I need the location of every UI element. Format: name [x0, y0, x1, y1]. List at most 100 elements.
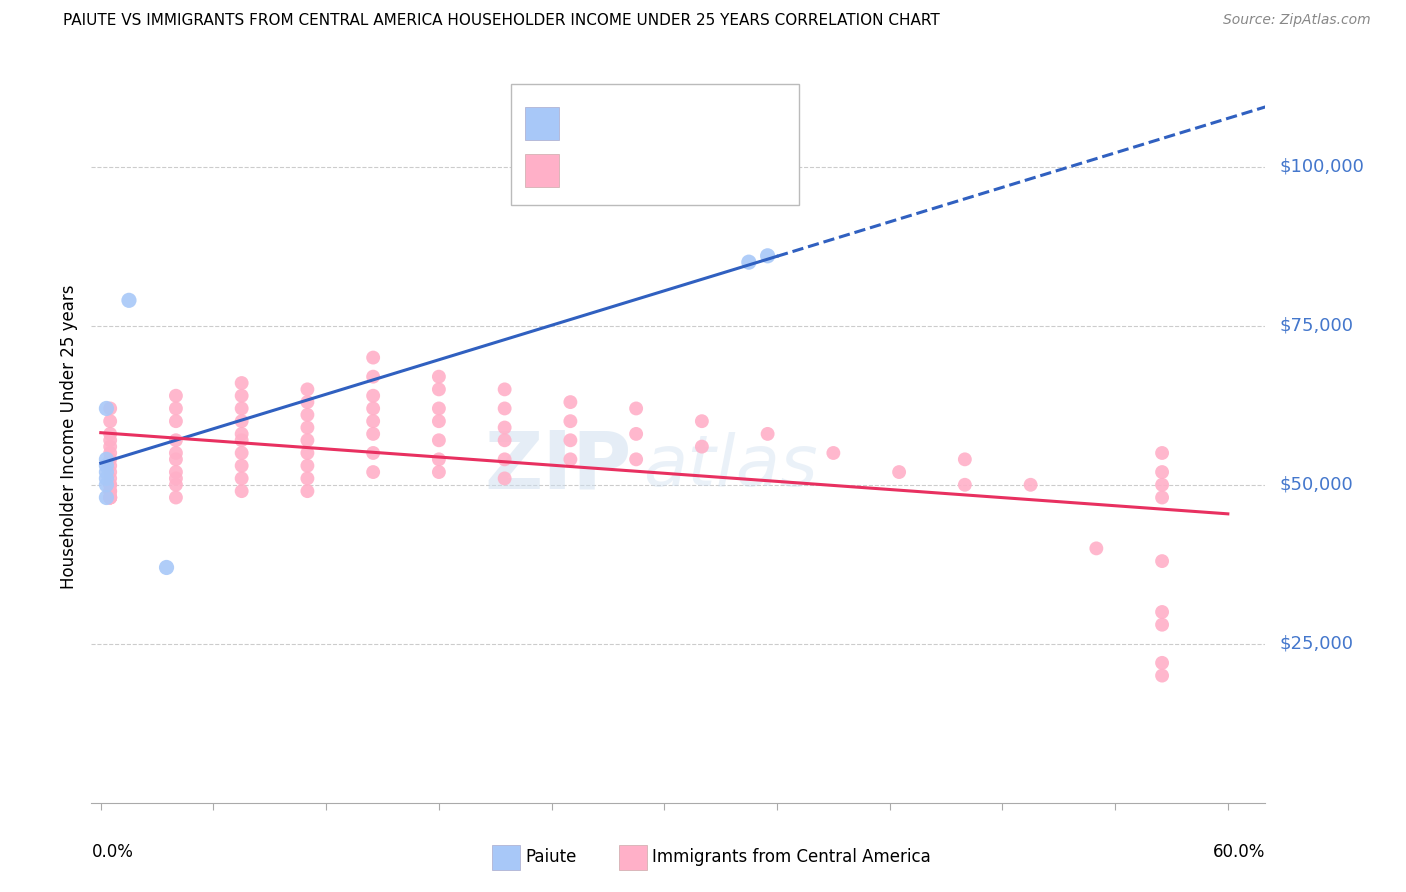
Point [98, 471, 121, 485]
Point [953, 477, 976, 491]
Point [165, 414, 187, 428]
Point [165, 389, 187, 403]
Point [98, 491, 121, 505]
Point [96, 452, 118, 467]
Point [98, 452, 121, 467]
Point [165, 434, 187, 448]
Point [98, 477, 121, 491]
Text: 0.0%: 0.0% [91, 843, 134, 861]
Point [1152, 491, 1174, 505]
Point [690, 440, 713, 454]
Point [231, 389, 253, 403]
Point [494, 401, 516, 416]
Point [231, 376, 253, 390]
Point [953, 452, 976, 467]
Point [231, 434, 253, 448]
Point [756, 249, 779, 263]
Point [98, 491, 121, 505]
Text: N = 94: N = 94 [689, 161, 756, 179]
Point [155, 560, 177, 574]
Point [887, 465, 910, 479]
Point [756, 426, 779, 441]
Point [297, 484, 319, 499]
Text: atlas: atlas [643, 432, 818, 500]
Point [738, 255, 761, 269]
Point [96, 458, 118, 473]
Point [297, 434, 319, 448]
Point [96, 477, 118, 491]
Point [624, 401, 647, 416]
Point [560, 395, 582, 409]
Point [427, 465, 450, 479]
Point [165, 477, 187, 491]
Point [427, 401, 450, 416]
Point [494, 452, 516, 467]
Point [823, 446, 845, 460]
Point [1019, 477, 1042, 491]
Point [231, 471, 253, 485]
Text: ZIP: ZIP [484, 427, 631, 506]
Point [297, 395, 319, 409]
Point [560, 452, 582, 467]
Text: -0.288: -0.288 [616, 161, 681, 179]
Text: $50,000: $50,000 [1279, 475, 1353, 494]
Point [690, 414, 713, 428]
Point [1152, 465, 1174, 479]
Point [98, 458, 121, 473]
Point [1152, 668, 1174, 682]
Point [96, 401, 118, 416]
Point [231, 446, 253, 460]
Point [297, 420, 319, 434]
Point [96, 471, 118, 485]
Point [98, 491, 121, 505]
Point [98, 440, 121, 454]
Text: Paiute: Paiute [526, 848, 578, 866]
Point [96, 465, 118, 479]
Text: PAIUTE VS IMMIGRANTS FROM CENTRAL AMERICA HOUSEHOLDER INCOME UNDER 25 YEARS CORR: PAIUTE VS IMMIGRANTS FROM CENTRAL AMERIC… [63, 13, 941, 29]
Point [165, 491, 187, 505]
Point [231, 426, 253, 441]
Point [98, 401, 121, 416]
Text: R =: R = [571, 114, 602, 132]
Text: N = 10: N = 10 [689, 114, 756, 132]
Point [427, 369, 450, 384]
Point [297, 458, 319, 473]
Point [165, 471, 187, 485]
Point [361, 369, 384, 384]
Point [165, 401, 187, 416]
Text: Source: ZipAtlas.com: Source: ZipAtlas.com [1223, 13, 1371, 28]
Point [1085, 541, 1108, 556]
Point [361, 446, 384, 460]
Point [231, 401, 253, 416]
Point [624, 452, 647, 467]
Text: Immigrants from Central America: Immigrants from Central America [652, 848, 931, 866]
Point [231, 458, 253, 473]
Point [165, 446, 187, 460]
Point [98, 477, 121, 491]
Point [231, 414, 253, 428]
Point [427, 383, 450, 397]
Point [361, 401, 384, 416]
Point [98, 434, 121, 448]
Point [98, 491, 121, 505]
Point [427, 414, 450, 428]
Point [361, 465, 384, 479]
Text: 60.0%: 60.0% [1213, 843, 1265, 861]
Point [297, 408, 319, 422]
Point [1152, 656, 1174, 670]
Point [98, 426, 121, 441]
Point [165, 465, 187, 479]
Point [96, 491, 118, 505]
Text: $25,000: $25,000 [1279, 635, 1354, 653]
Point [624, 426, 647, 441]
Point [494, 471, 516, 485]
Point [361, 414, 384, 428]
Text: R =: R = [571, 161, 602, 179]
Point [98, 465, 121, 479]
Point [494, 420, 516, 434]
Point [165, 452, 187, 467]
Point [560, 414, 582, 428]
Point [297, 383, 319, 397]
Point [427, 452, 450, 467]
Point [1152, 554, 1174, 568]
